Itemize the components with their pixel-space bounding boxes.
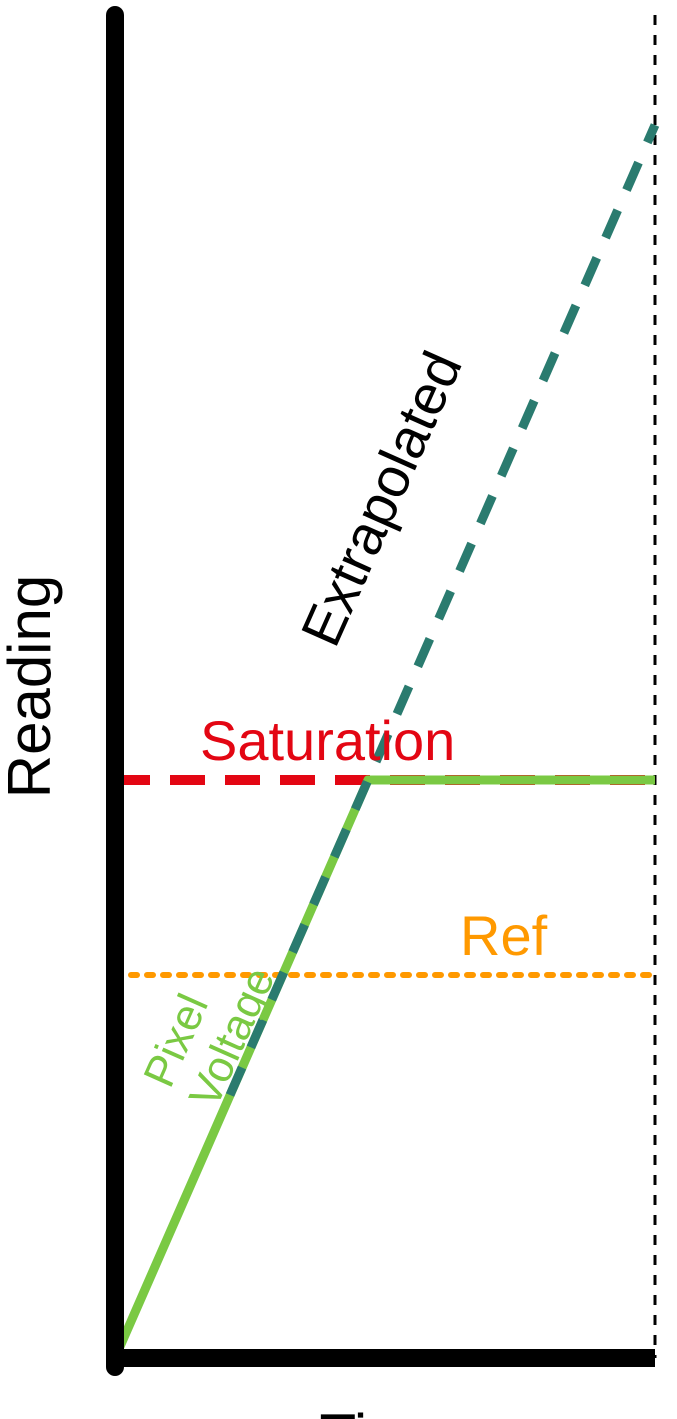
x-axis-label: Time bbox=[319, 1402, 450, 1419]
chart-svg: TimeReadingSaturationRefPixelVoltageExtr… bbox=[0, 0, 677, 1419]
ref-label: Ref bbox=[460, 904, 548, 967]
y-axis-label: Reading bbox=[0, 575, 63, 799]
saturation-label: Saturation bbox=[200, 709, 455, 772]
pixel-voltage-diagram: TimeReadingSaturationRefPixelVoltageExtr… bbox=[0, 0, 677, 1419]
